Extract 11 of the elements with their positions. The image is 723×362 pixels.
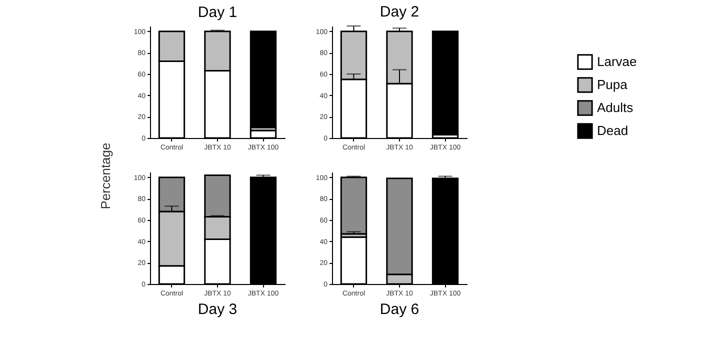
chart-title: Day 2 — [380, 4, 420, 20]
bar — [340, 176, 368, 235]
legend-label: Dead — [597, 123, 628, 138]
chart-title: Day 1 — [198, 4, 238, 21]
legend-label: Adults — [597, 100, 634, 115]
text: Day 3 — [198, 301, 238, 318]
bar — [432, 30, 459, 136]
legend-label: Pupa — [597, 77, 628, 92]
legend-label: Larvae — [597, 54, 637, 69]
text: Day 6 — [380, 301, 420, 318]
y-axis-title: Percentage — [98, 142, 113, 210]
